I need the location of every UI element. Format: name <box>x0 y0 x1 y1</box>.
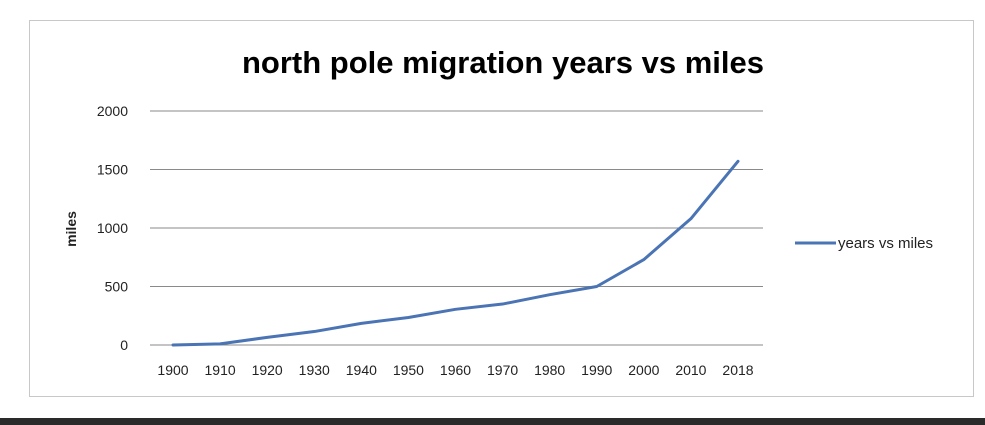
legend-label: years vs miles <box>838 235 933 252</box>
x-tick-label: 1950 <box>393 362 424 378</box>
y-tick-label: 2000 <box>97 103 128 119</box>
x-tick-label: 1990 <box>581 362 612 378</box>
x-tick-label: 2010 <box>675 362 706 378</box>
legend: years vs miles <box>795 235 933 252</box>
x-tick-label: 1980 <box>534 362 565 378</box>
y-axis-label: miles <box>63 211 79 247</box>
x-tick-label: 2018 <box>722 362 753 378</box>
y-tick-label: 0 <box>120 337 128 353</box>
x-tick-label: 1940 <box>346 362 377 378</box>
x-tick-label: 2000 <box>628 362 659 378</box>
x-tick-label: 1930 <box>299 362 330 378</box>
y-tick-label: 500 <box>105 279 129 295</box>
y-tick-label: 1000 <box>97 220 128 236</box>
x-tick-label: 1970 <box>487 362 518 378</box>
y-axis-ticks: 0 500 1000 1500 2000 <box>97 103 128 353</box>
chart-title: north pole migration years vs miles <box>242 45 764 80</box>
bottom-bar <box>0 418 985 425</box>
x-tick-label: 1900 <box>157 362 188 378</box>
y-tick-label: 1500 <box>97 162 128 178</box>
chart-svg: north pole migration years vs miles 0 500… <box>63 45 933 378</box>
x-tick-label: 1920 <box>252 362 283 378</box>
series-line <box>171 159 740 347</box>
x-axis-ticks: 1900 1910 1920 1930 1940 1950 1960 1970 1980 1990… <box>157 362 753 378</box>
gridlines <box>150 110 763 346</box>
x-tick-label: 1910 <box>205 362 236 378</box>
x-tick-label: 1960 <box>440 362 471 378</box>
series-layer <box>171 159 740 347</box>
chart-area: north pole migration years vs miles 0 500… <box>29 20 974 397</box>
